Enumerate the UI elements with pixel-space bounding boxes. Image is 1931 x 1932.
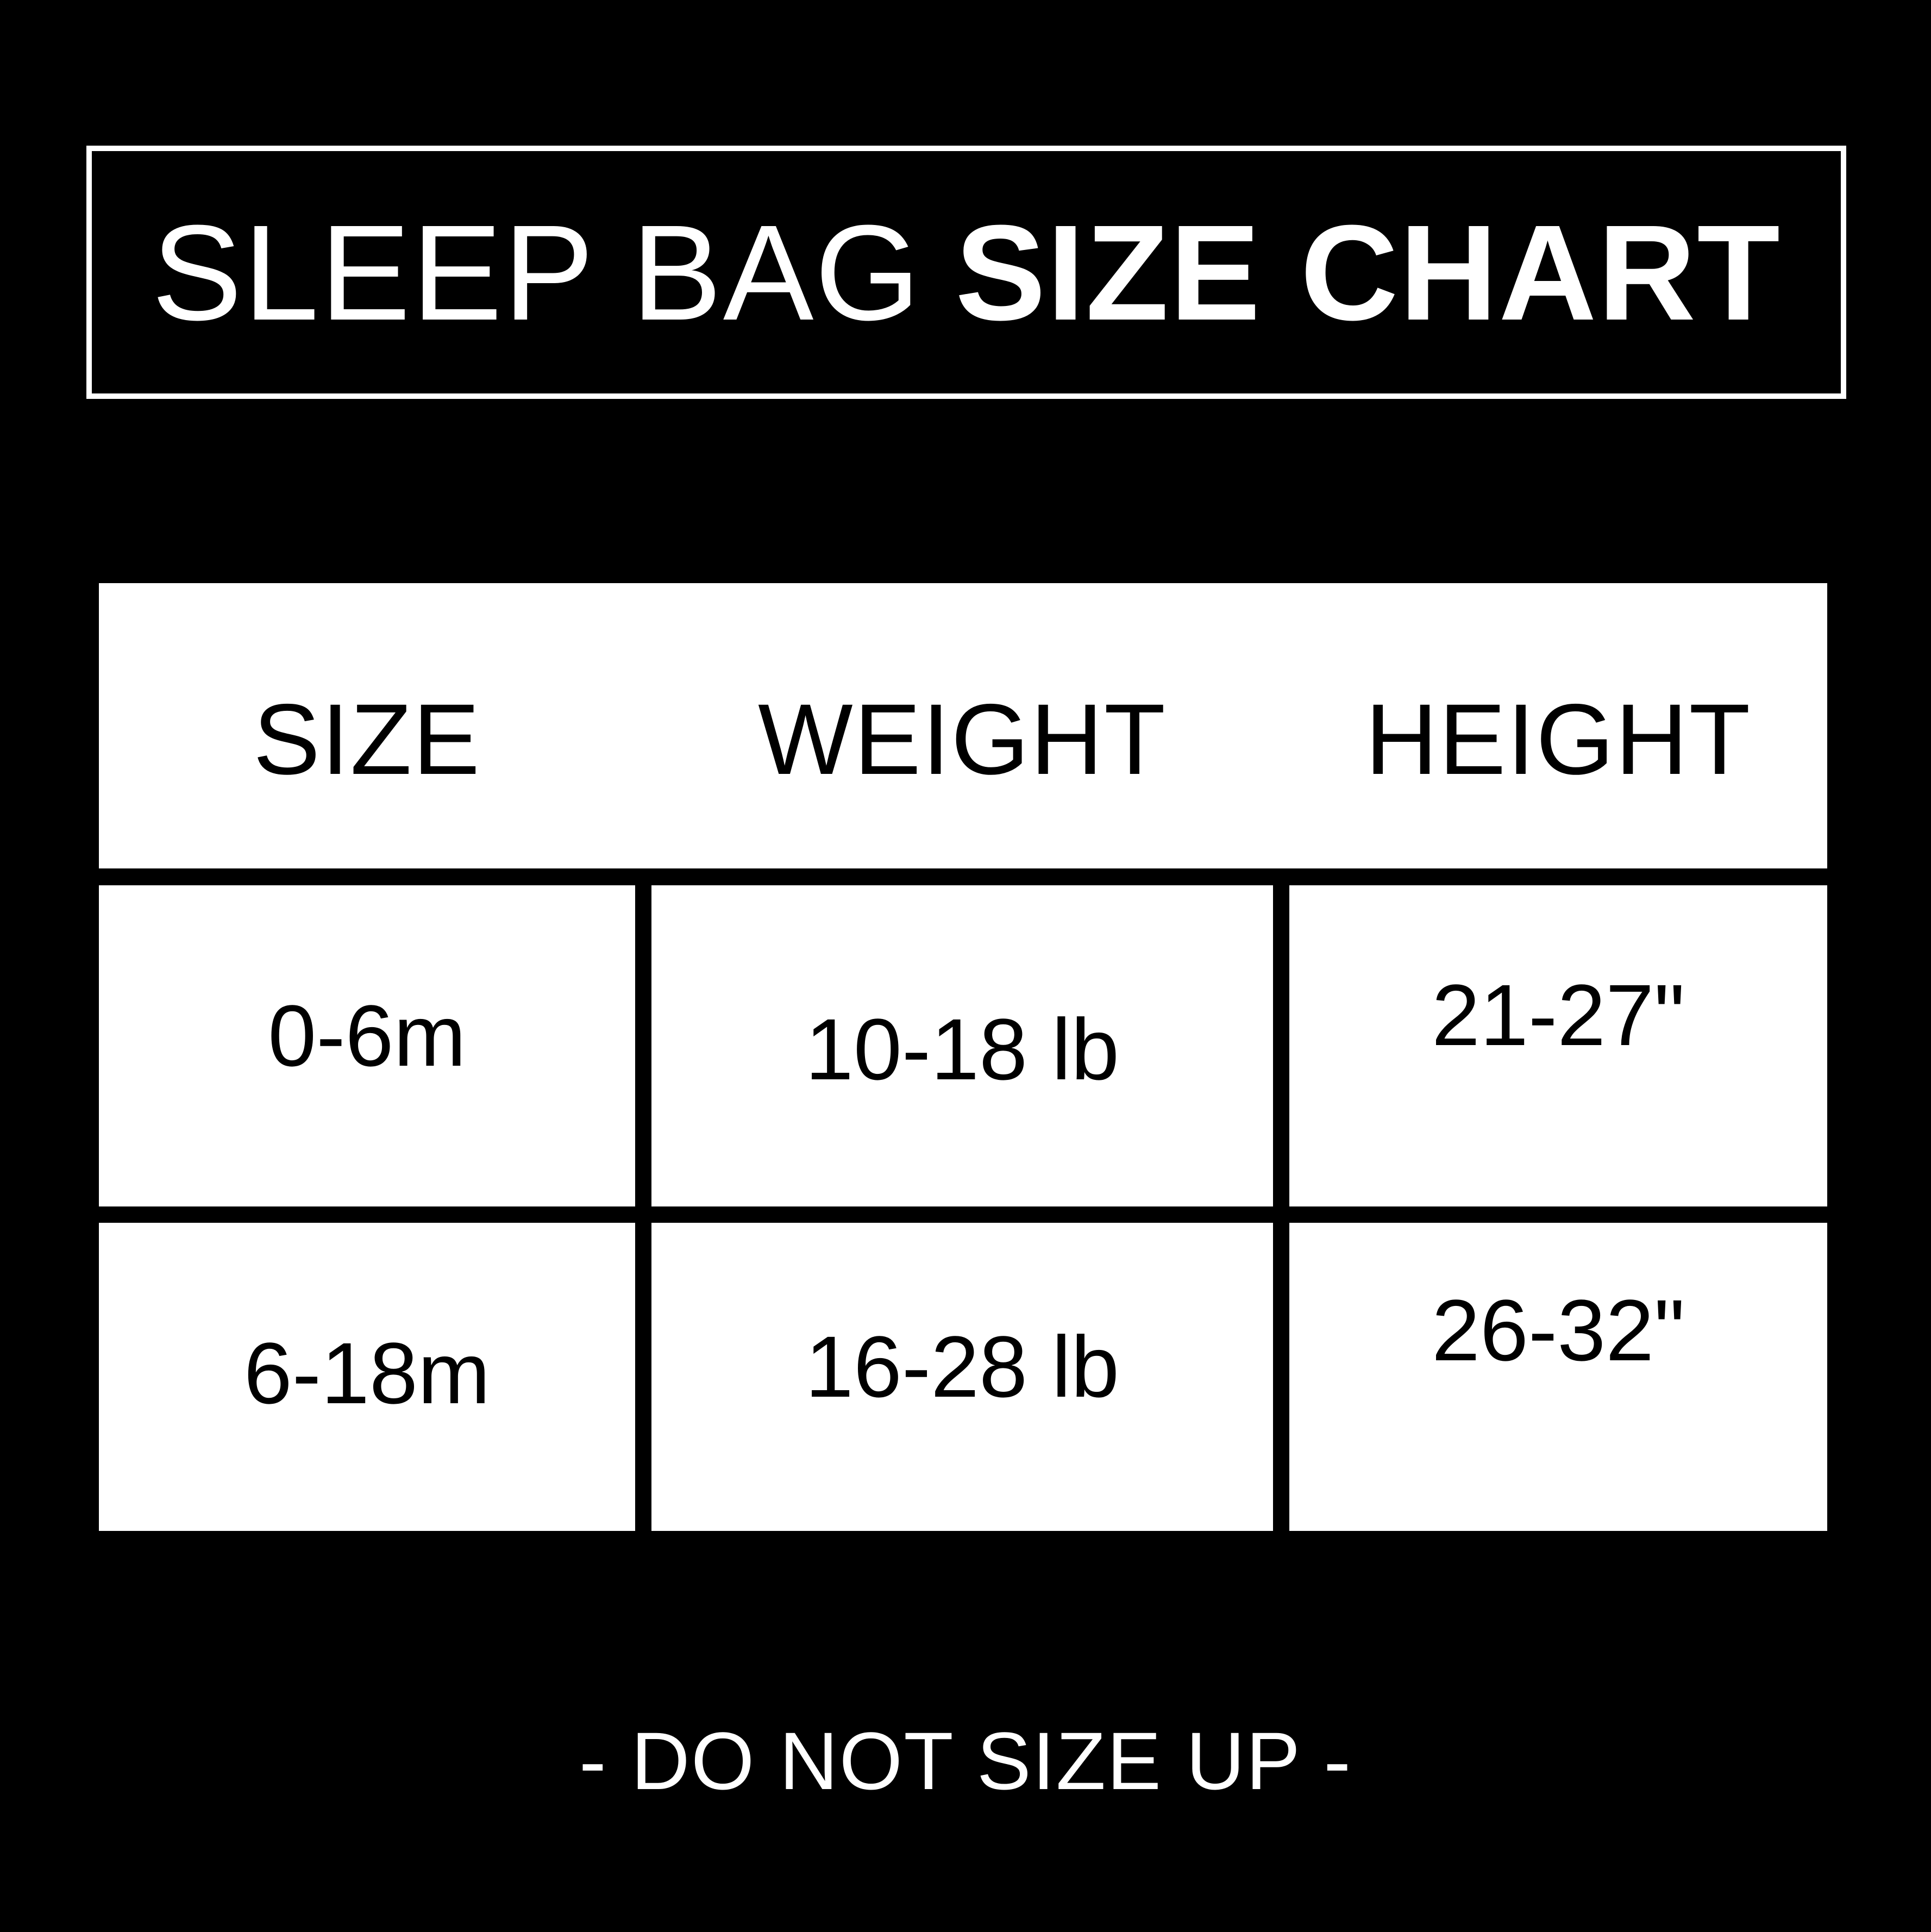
cell-row2-size: 6-18m <box>99 1223 635 1531</box>
page-title-light: SLEEP BAG <box>152 196 921 348</box>
column-header-weight: WEIGHT <box>758 683 1167 796</box>
column-header-size: SIZE <box>253 683 481 796</box>
value-row2-weight: 16-28 lb <box>805 1317 1120 1415</box>
cell-row1-size: 0-6m <box>99 885 635 1206</box>
cell-row1-weight: 10-18 lb <box>651 885 1273 1206</box>
cell-row2-height: 26-32" <box>1289 1223 1827 1531</box>
table-row-6-18m: 6-18m 16-28 lb 26-32" <box>99 1223 1827 1531</box>
cell-row2-weight: 16-28 lb <box>651 1223 1273 1531</box>
value-row2-size: 6-18m <box>243 1324 491 1422</box>
title-box: SLEEP BAG SIZE CHART <box>86 146 1846 399</box>
column-header-height: HEIGHT <box>1365 683 1752 796</box>
do-not-size-up-note: - DO NOT SIZE UP - <box>579 1715 1352 1806</box>
value-row1-weight: 10-18 lb <box>805 1000 1120 1098</box>
value-row1-size: 0-6m <box>268 986 466 1084</box>
value-row1-height: 21-27" <box>1431 966 1685 1064</box>
page-title-bold: SIZE CHART <box>955 196 1781 348</box>
value-row2-height: 26-32" <box>1431 1281 1685 1379</box>
cell-row1-height: 21-27" <box>1289 885 1827 1206</box>
table-row-0-6m: 0-6m 10-18 lb 21-27" <box>99 885 1827 1206</box>
table-header-row: SIZE WEIGHT HEIGHT <box>99 583 1827 868</box>
